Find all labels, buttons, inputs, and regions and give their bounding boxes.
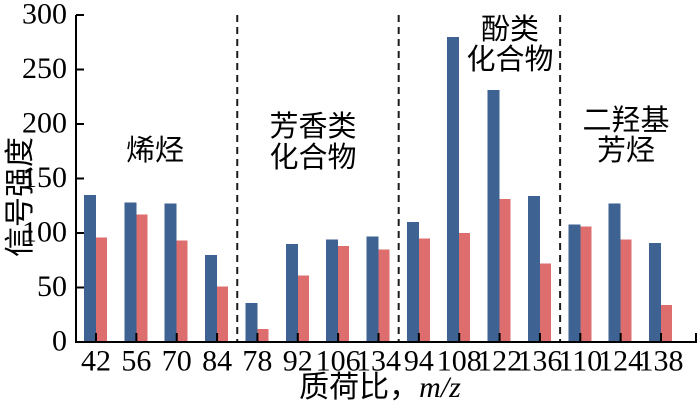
group-label-1-line-1: 化合物 (269, 141, 356, 174)
y-axis-tick-label: 100 (22, 216, 67, 249)
x-axis-tick-label: 110 (558, 345, 602, 378)
bar-red-mz-108 (459, 233, 471, 342)
bar-red-mz-138 (661, 304, 672, 342)
bar-blue-mz-94 (406, 222, 419, 342)
bar-red-mz-94 (418, 238, 430, 342)
x-axis-tick-label: 78 (242, 345, 272, 378)
bar-red-mz-56 (136, 214, 148, 342)
x-axis-tick-label: 108 (437, 345, 482, 378)
x-axis-tick-label: 136 (517, 345, 562, 378)
bar-blue-mz-84 (205, 254, 218, 342)
y-axis-title: 信号强度 (4, 137, 37, 257)
y-axis-tick-label: 150 (22, 161, 67, 194)
bar-red-mz-106 (338, 246, 350, 342)
bar-blue-mz-70 (164, 203, 177, 342)
bar-red-mz-110 (580, 226, 592, 342)
bar-red-mz-70 (176, 240, 188, 342)
x-axis-tick-label: 56 (121, 345, 151, 378)
bar-red-mz-134 (378, 249, 390, 342)
bar-blue-mz-134 (366, 236, 379, 342)
bar-red-mz-124 (620, 239, 632, 342)
bar-red-mz-78 (257, 328, 269, 342)
x-axis-tick-label: 106 (316, 345, 361, 378)
bar-red-mz-92 (297, 275, 309, 342)
group-label-3-line-0: 二羟基 (582, 104, 669, 137)
x-axis-tick-label: 94 (404, 345, 434, 378)
bar-blue-mz-110 (568, 224, 581, 342)
y-axis-tick-label: 300 (22, 0, 67, 31)
group-label-2-line-0: 酚类 (481, 13, 539, 46)
x-axis-title: 质荷比，m/z (299, 371, 461, 404)
x-axis-title-mz: m/z (419, 371, 461, 404)
bar-red-mz-42 (96, 237, 107, 342)
group-label-3-line-1: 芳烃 (597, 134, 655, 167)
bar-blue-mz-92 (285, 243, 298, 342)
group-label-0-line-0: 烯烃 (126, 134, 184, 167)
x-axis-tick-label: 138 (639, 345, 684, 378)
bar-blue-mz-106 (326, 239, 339, 342)
x-axis-tick-label: 70 (162, 345, 192, 378)
bar-red-mz-122 (499, 199, 511, 342)
x-axis-tick-label: 134 (356, 345, 401, 378)
bar-blue-mz-136 (527, 195, 540, 342)
x-axis-tick-label: 122 (477, 345, 522, 378)
y-axis-tick-label: 0 (52, 325, 67, 358)
y-axis-tick-label: 250 (22, 52, 67, 85)
x-axis-tick-label: 124 (598, 345, 643, 378)
x-axis-tick-label: 84 (202, 345, 232, 378)
bar-blue-mz-122 (487, 90, 500, 343)
bar-blue-mz-56 (124, 202, 137, 342)
x-axis-title-text: 质荷比， (299, 371, 419, 404)
group-label-2-line-1: 化合物 (466, 43, 553, 76)
group-label-1-line-0: 芳香类 (269, 110, 356, 143)
bar-blue-mz-124 (608, 203, 621, 342)
bar-blue-mz-108 (447, 36, 460, 343)
bar-blue-mz-78 (245, 302, 258, 342)
bar-blue-mz-138 (649, 242, 661, 342)
bar-blue-mz-42 (84, 194, 96, 342)
x-axis-tick-label: 92 (283, 345, 313, 378)
bar-red-mz-136 (539, 263, 551, 342)
x-axis-tick-label: 42 (81, 345, 111, 378)
y-axis-tick-label: 50 (37, 270, 67, 303)
y-axis-tick-label: 200 (22, 107, 67, 140)
bar-red-mz-84 (217, 286, 229, 342)
